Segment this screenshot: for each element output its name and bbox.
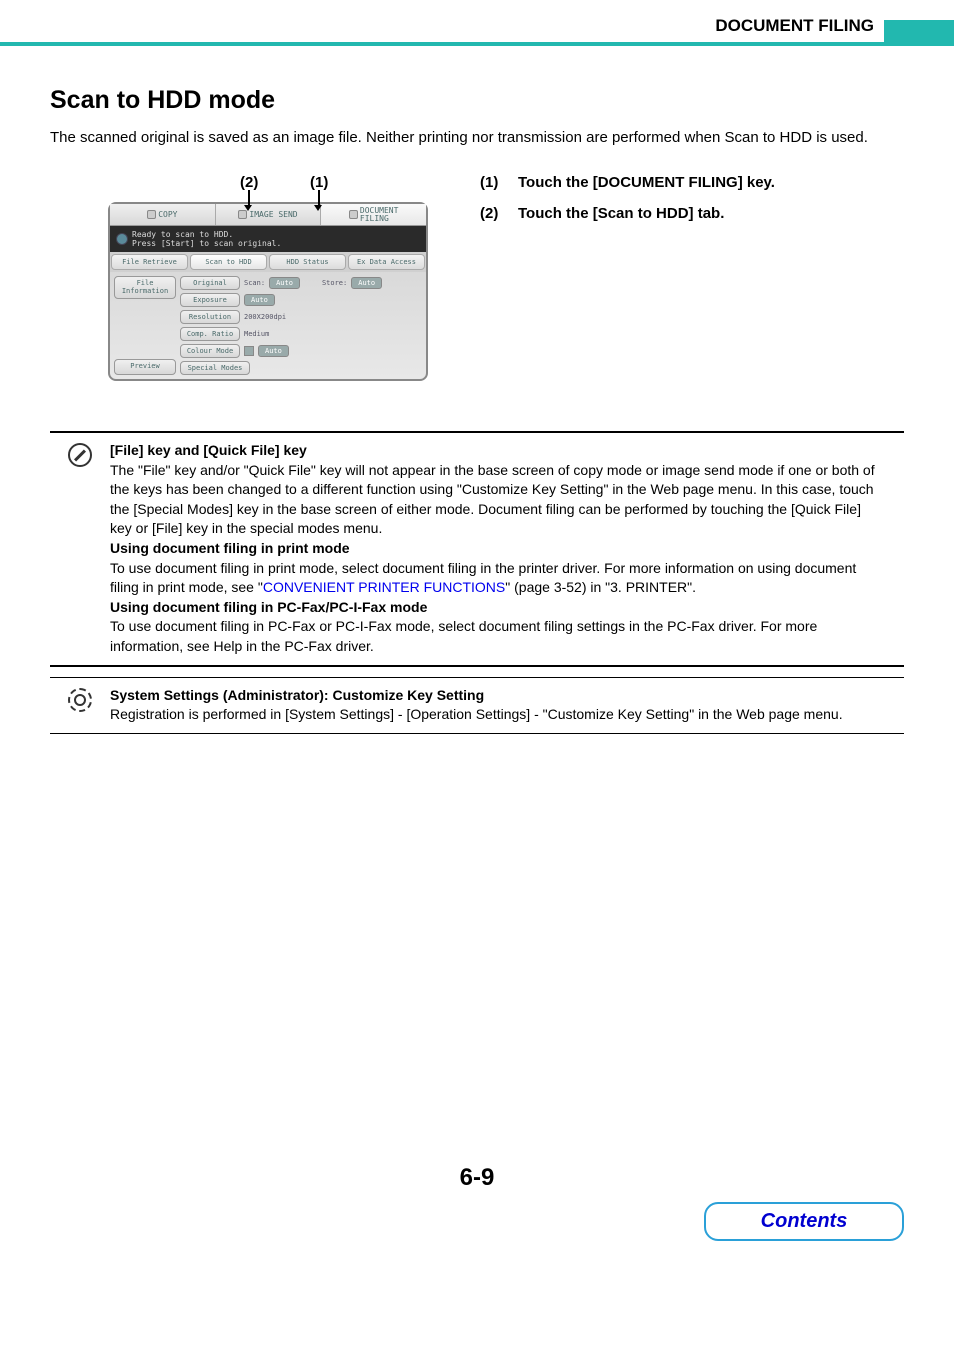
file-information-button[interactable]: FileInformation	[114, 276, 176, 299]
resolution-button[interactable]: Resolution	[180, 310, 240, 324]
special-modes-button[interactable]: Special Modes	[180, 361, 250, 375]
file-info-l2: Information	[122, 287, 168, 295]
status-icon	[116, 233, 128, 245]
note1-heading3: Using document filing in PC-Fax/PC-I-Fax…	[110, 599, 427, 615]
scan-label: Scan:	[244, 279, 265, 287]
tab-docfiling-l2: FILING	[360, 214, 389, 223]
exposure-button[interactable]: Exposure	[180, 293, 240, 307]
store-label: Store:	[322, 279, 347, 287]
note2-heading: System Settings (Administrator): Customi…	[110, 687, 484, 703]
note1-heading1: [File] key and [Quick File] key	[110, 442, 307, 458]
note1-para2b: " (page 3-52) in "3. PRINTER".	[505, 579, 696, 595]
status-bar: Ready to scan to HDD.Press [Start] to sc…	[110, 226, 426, 252]
status-line1: Ready to scan to HDD.	[132, 230, 233, 239]
store-auto-chip[interactable]: Auto	[351, 277, 382, 289]
settings-icon	[68, 688, 92, 712]
mode-file-retrieve[interactable]: File Retrieve	[111, 254, 188, 270]
callout-line-1	[318, 190, 320, 206]
resolution-value: 200X200dpi	[244, 313, 286, 321]
tab-copy[interactable]: COPY	[110, 204, 216, 225]
mode-ex-data-access[interactable]: Ex Data Access	[348, 254, 425, 270]
callout-arrow-2	[244, 205, 252, 211]
contents-button[interactable]: Contents	[704, 1202, 904, 1241]
printer-functions-link[interactable]: CONVENIENT PRINTER FUNCTIONS	[263, 579, 505, 595]
page-intro: The scanned original is saved as an imag…	[50, 127, 904, 148]
step-2-num: (2)	[480, 205, 504, 222]
colour-mode-button[interactable]: Colour Mode	[180, 344, 240, 358]
send-icon	[238, 210, 247, 219]
tab-copy-label: COPY	[158, 210, 177, 219]
header-category: DOCUMENT FILING	[715, 16, 874, 36]
callout-line-2	[248, 190, 250, 206]
callout-arrow-1	[314, 205, 322, 211]
callout-2: (2)	[240, 174, 258, 191]
header-accent	[884, 20, 954, 46]
step-1-text: Touch the [DOCUMENT FILING] key.	[518, 174, 775, 191]
comp-ratio-button[interactable]: Comp. Ratio	[180, 327, 240, 341]
original-button[interactable]: Original	[180, 276, 240, 290]
scan-auto-chip[interactable]: Auto	[269, 277, 300, 289]
note-icon	[68, 443, 92, 467]
step-1-num: (1)	[480, 174, 504, 191]
tab-image-send[interactable]: IMAGE SEND	[216, 204, 322, 225]
copy-icon	[147, 210, 156, 219]
exposure-auto-chip[interactable]: Auto	[244, 294, 275, 306]
mode-scan-to-hdd[interactable]: Scan to HDD	[190, 254, 267, 270]
colour-icon	[244, 346, 254, 356]
folder-icon	[349, 210, 358, 219]
comp-value: Medium	[244, 330, 269, 338]
note1-para1: The "File" key and/or "Quick File" key w…	[110, 462, 875, 537]
callout-1: (1)	[310, 174, 328, 191]
device-screenshot: COPY IMAGE SEND DOCUMENTFILING Ready to …	[108, 202, 428, 381]
note2-para: Registration is performed in [System Set…	[110, 706, 843, 722]
tab-document-filing[interactable]: DOCUMENTFILING	[321, 204, 426, 225]
step-2-text: Touch the [Scan to HDD] tab.	[518, 205, 724, 222]
preview-button[interactable]: Preview	[114, 359, 176, 375]
note1-heading2: Using document filing in print mode	[110, 540, 350, 556]
tab-imagesend-label: IMAGE SEND	[249, 210, 297, 219]
mode-hdd-status[interactable]: HDD Status	[269, 254, 346, 270]
colour-auto-chip[interactable]: Auto	[258, 345, 289, 357]
note1-para3: To use document filing in PC-Fax or PC-I…	[110, 618, 817, 654]
page-title: Scan to HDD mode	[50, 86, 904, 115]
status-line2: Press [Start] to scan original.	[132, 239, 281, 248]
page-number: 6-9	[0, 1164, 954, 1192]
